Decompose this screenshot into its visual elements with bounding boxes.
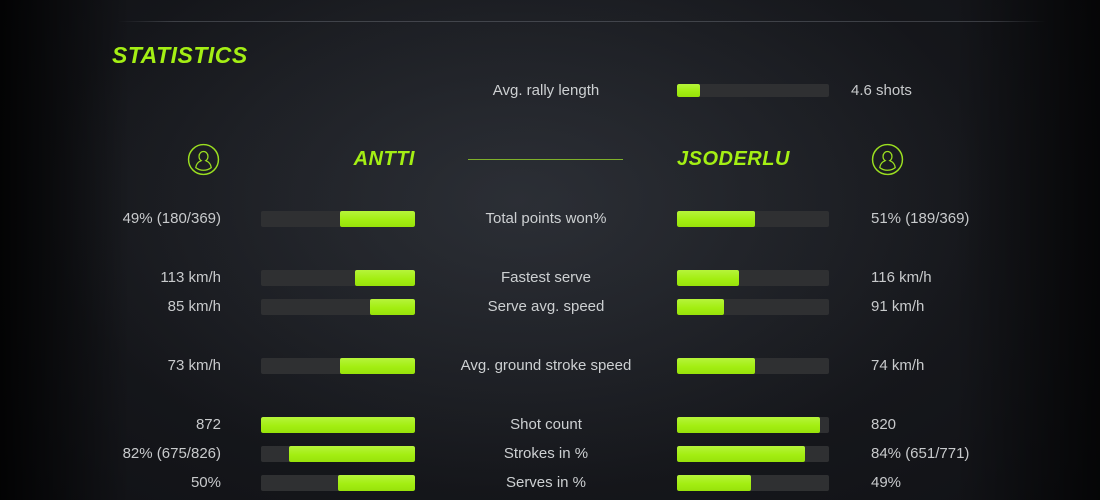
stat-label: Avg. ground stroke speed bbox=[460, 357, 632, 374]
person-icon bbox=[187, 143, 220, 176]
stat-value-right: 84% (651/771) bbox=[871, 445, 970, 462]
stat-bar-left bbox=[261, 210, 415, 227]
stat-bar-right bbox=[677, 298, 829, 315]
stat-label: Shot count bbox=[510, 416, 582, 433]
stat-bar-left bbox=[261, 298, 415, 315]
stat-value-left: 73 km/h bbox=[167, 357, 221, 374]
rally-length-bar bbox=[677, 83, 829, 97]
top-divider bbox=[118, 21, 1046, 22]
stat-bar-left bbox=[261, 416, 415, 433]
stat-bar-right-fill bbox=[677, 298, 725, 315]
rally-bar-fill bbox=[677, 83, 700, 97]
stat-value-left: 49% (180/369) bbox=[122, 210, 221, 227]
stat-bar-right bbox=[677, 445, 829, 462]
stat-bar-left bbox=[261, 474, 415, 491]
stat-label: Serves in % bbox=[505, 474, 587, 491]
player-name-right: JSODERLU bbox=[677, 148, 790, 170]
stat-value-right: 51% (189/369) bbox=[871, 210, 970, 227]
stat-row: 113 km/h Fastest serve 116 km/h bbox=[0, 263, 1100, 292]
stat-bar-right bbox=[677, 416, 829, 433]
stat-bar-left-fill bbox=[261, 416, 415, 433]
stat-value-left: 85 km/h bbox=[167, 298, 221, 315]
stat-bar-left bbox=[261, 269, 415, 286]
stat-value-left: 113 km/h bbox=[160, 269, 221, 286]
stat-bar-left-fill bbox=[354, 269, 415, 286]
stat-row: 73 km/h Avg. ground stroke speed 74 km/h bbox=[0, 351, 1100, 380]
stat-value-right: 116 km/h bbox=[871, 269, 932, 286]
stat-bar-right-fill bbox=[677, 474, 752, 491]
person-icon bbox=[871, 143, 904, 176]
stat-bar-left bbox=[261, 445, 415, 462]
stat-bar-right-fill bbox=[677, 357, 755, 374]
names-divider-line bbox=[468, 159, 623, 160]
rally-length-label: Avg. rally length bbox=[492, 81, 600, 99]
stat-bar-left-fill bbox=[338, 474, 415, 491]
player-name-left: ANTTI bbox=[353, 148, 415, 170]
stat-row: 49% (180/369) Total points won% 51% (189… bbox=[0, 204, 1100, 233]
stat-bar-right bbox=[677, 269, 829, 286]
stat-value-right: 74 km/h bbox=[871, 357, 925, 374]
stat-bar-left-fill bbox=[288, 445, 415, 462]
stat-bar-right bbox=[677, 210, 829, 227]
stat-value-right: 91 km/h bbox=[871, 298, 925, 315]
stat-row: 872 Shot count 820 bbox=[0, 410, 1100, 439]
stat-bar-right-fill bbox=[677, 416, 820, 433]
stat-value-left: 872 bbox=[195, 416, 221, 433]
stat-label: Fastest serve bbox=[500, 269, 592, 286]
stat-bar-left-fill bbox=[339, 357, 415, 374]
stat-label: Total points won% bbox=[485, 210, 607, 227]
stat-row: 50% Serves in % 49% bbox=[0, 468, 1100, 497]
stat-value-left: 82% (675/826) bbox=[122, 445, 221, 462]
stat-bar-left-fill bbox=[339, 210, 415, 227]
stat-bar-right-fill bbox=[677, 269, 740, 286]
stat-bar-right-fill bbox=[677, 210, 755, 227]
stat-row: 82% (675/826) Strokes in % 84% (651/771) bbox=[0, 439, 1100, 468]
players-header: ANTTI JSODERLU bbox=[0, 142, 1100, 176]
stat-value-right: 820 bbox=[871, 416, 897, 433]
rally-length-value: 4.6 shots bbox=[851, 81, 912, 99]
stat-label: Strokes in % bbox=[503, 445, 589, 462]
stat-bar-right bbox=[677, 357, 829, 374]
stat-bar-right bbox=[677, 474, 829, 491]
stat-value-right: 49% bbox=[871, 474, 902, 491]
stat-bar-right-fill bbox=[677, 445, 805, 462]
stats-table: 49% (180/369) Total points won% 51% (189… bbox=[0, 204, 1100, 497]
stat-label: Serve avg. speed bbox=[487, 298, 605, 315]
stat-value-left: 50% bbox=[190, 474, 221, 491]
stat-row: 85 km/h Serve avg. speed 91 km/h bbox=[0, 292, 1100, 321]
stat-bar-left bbox=[261, 357, 415, 374]
page-title: STATISTICS bbox=[112, 42, 248, 68]
stat-bar-left-fill bbox=[370, 298, 415, 315]
rally-length-row: Avg. rally length 4.6 shots bbox=[0, 76, 1100, 104]
